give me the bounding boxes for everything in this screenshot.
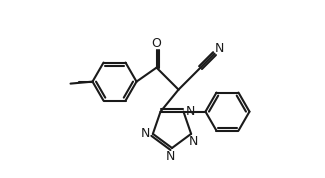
- Text: O: O: [151, 37, 162, 50]
- Text: N: N: [188, 135, 198, 148]
- Text: N: N: [141, 127, 150, 140]
- Text: N: N: [186, 105, 195, 118]
- Text: N: N: [165, 150, 175, 163]
- Text: N: N: [215, 42, 224, 55]
